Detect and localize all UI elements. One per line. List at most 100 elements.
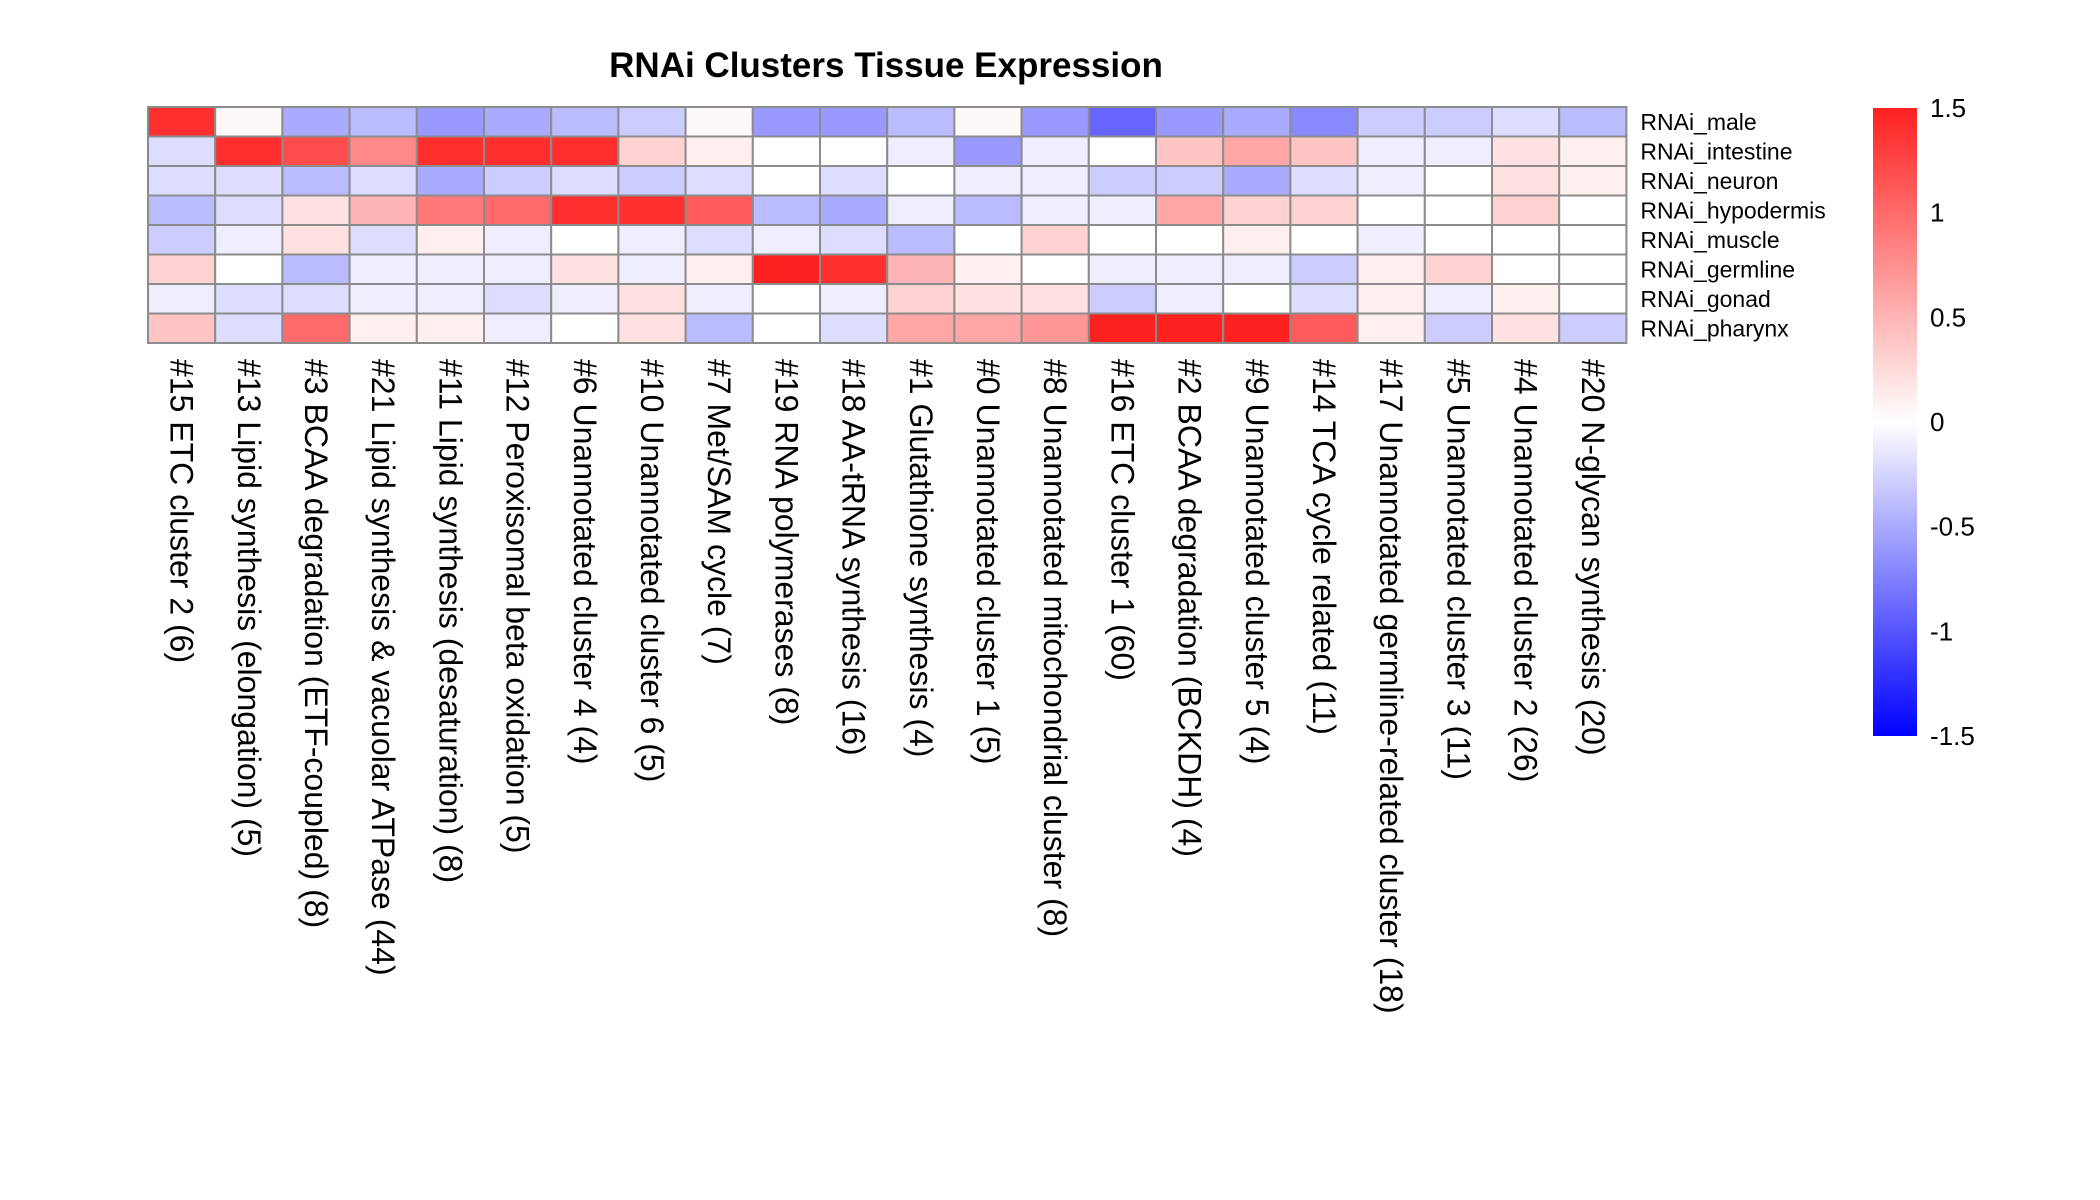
heatmap-cell bbox=[1289, 312, 1359, 344]
heatmap-cell bbox=[751, 106, 821, 138]
heatmap-cell bbox=[1491, 253, 1561, 285]
heatmap-cell bbox=[819, 135, 889, 167]
heatmap-cell bbox=[415, 165, 485, 197]
heatmap-cell bbox=[1558, 135, 1628, 167]
column-label: #3 BCAA degradation (ETF-coupled) (8) bbox=[298, 359, 334, 928]
column-label: #20 N-glycan synthesis (20) bbox=[1575, 359, 1611, 756]
heatmap-cell bbox=[415, 283, 485, 315]
heatmap-cell bbox=[1289, 224, 1359, 256]
heatmap-cell bbox=[550, 312, 620, 344]
heatmap-cell bbox=[415, 224, 485, 256]
heatmap-cells bbox=[147, 106, 1628, 344]
heatmap-cell bbox=[550, 194, 620, 226]
heatmap-cell bbox=[281, 135, 351, 167]
heatmap-cell bbox=[953, 312, 1023, 344]
heatmap-cell bbox=[1289, 106, 1359, 138]
heatmap-cell bbox=[1020, 224, 1090, 256]
column-label: #10 Unannotated cluster 6 (5) bbox=[634, 359, 670, 782]
heatmap-cell bbox=[953, 106, 1023, 138]
column-label: #14 TCA cycle related (11) bbox=[1306, 359, 1342, 735]
heatmap-cell bbox=[348, 253, 418, 285]
heatmap-cell bbox=[1558, 224, 1628, 256]
heatmap-cell bbox=[1222, 165, 1292, 197]
heatmap-cell bbox=[483, 165, 553, 197]
heatmap-cell bbox=[819, 253, 889, 285]
heatmap-cell bbox=[819, 224, 889, 256]
heatmap-cell bbox=[281, 106, 351, 138]
heatmap-cell bbox=[617, 165, 687, 197]
heatmap-cell bbox=[684, 312, 754, 344]
heatmap-cell bbox=[1558, 312, 1628, 344]
heatmap-cell bbox=[550, 165, 620, 197]
column-label: #11 Lipid synthesis (desaturation) (8) bbox=[432, 359, 468, 883]
heatmap-cell bbox=[1491, 224, 1561, 256]
heatmap-cell bbox=[953, 283, 1023, 315]
heatmap-cell bbox=[550, 283, 620, 315]
heatmap-cell bbox=[886, 224, 956, 256]
heatmap-cell bbox=[1087, 165, 1158, 197]
heatmap-cell bbox=[1020, 106, 1090, 138]
heatmap-cell bbox=[1356, 224, 1426, 256]
heatmap-cell bbox=[550, 106, 620, 138]
heatmap-cell bbox=[819, 106, 889, 138]
chart-title: RNAi Clusters Tissue Expression bbox=[609, 46, 1163, 85]
heatmap-cell bbox=[886, 135, 956, 167]
heatmap-cell bbox=[1423, 165, 1494, 197]
heatmap-cell bbox=[1423, 283, 1494, 315]
heatmap-cell bbox=[617, 135, 687, 167]
heatmap-cell bbox=[147, 165, 217, 197]
heatmap-cell bbox=[1356, 194, 1426, 226]
heatmap-cell bbox=[886, 165, 956, 197]
heatmap-cell bbox=[1020, 165, 1090, 197]
heatmap-cell bbox=[886, 312, 956, 344]
heatmap-cell bbox=[415, 253, 485, 285]
heatmap-cell bbox=[684, 283, 754, 315]
heatmap-cell bbox=[1155, 283, 1225, 315]
heatmap-cell bbox=[1491, 165, 1561, 197]
heatmap-cell bbox=[1558, 283, 1628, 315]
heatmap-cell bbox=[1020, 283, 1090, 315]
row-label: RNAi_intestine bbox=[1640, 138, 1792, 164]
heatmap-cell bbox=[1423, 312, 1494, 344]
row-label: RNAi_pharynx bbox=[1640, 315, 1789, 341]
row-label: RNAi_germline bbox=[1640, 256, 1795, 282]
heatmap-cell bbox=[751, 253, 821, 285]
heatmap-cell bbox=[1423, 253, 1494, 285]
heatmap-cell bbox=[1155, 106, 1225, 138]
column-label: #9 Unannotated cluster 5 (4) bbox=[1239, 359, 1275, 765]
heatmap-cell bbox=[281, 165, 351, 197]
row-label: RNAi_muscle bbox=[1640, 227, 1779, 253]
heatmap-cell bbox=[751, 283, 821, 315]
heatmap-cell bbox=[1356, 283, 1426, 315]
column-label: #17 Unannotated germline-related cluster… bbox=[1373, 359, 1409, 1014]
heatmap-cell bbox=[1087, 135, 1158, 167]
heatmap-cell bbox=[147, 283, 217, 315]
heatmap-cell bbox=[550, 135, 620, 167]
heatmap-cell bbox=[1423, 224, 1494, 256]
column-label: #18 AA-tRNA synthesis (16) bbox=[836, 359, 872, 756]
heatmap-cell bbox=[415, 135, 485, 167]
heatmap-cell bbox=[214, 253, 284, 285]
heatmap-cell bbox=[483, 194, 553, 226]
heatmap-cell bbox=[415, 106, 485, 138]
heatmap-cell bbox=[483, 253, 553, 285]
heatmap-cell bbox=[1020, 194, 1090, 226]
heatmap-cell bbox=[147, 106, 217, 138]
heatmap-cell bbox=[1289, 283, 1359, 315]
heatmap-cell bbox=[1155, 312, 1225, 344]
heatmap-cell bbox=[147, 194, 217, 226]
heatmap-cell bbox=[281, 312, 351, 344]
heatmap-cell bbox=[214, 135, 284, 167]
heatmap-cell bbox=[953, 135, 1023, 167]
heatmap-cell bbox=[1558, 253, 1628, 285]
heatmap-cell bbox=[617, 194, 687, 226]
heatmap-cell bbox=[348, 106, 418, 138]
heatmap-cell bbox=[684, 224, 754, 256]
heatmap-cell bbox=[1289, 194, 1359, 226]
heatmap-cell bbox=[1558, 106, 1628, 138]
heatmap-cell bbox=[1020, 135, 1090, 167]
heatmap-cell bbox=[1222, 224, 1292, 256]
heatmap-cell bbox=[751, 135, 821, 167]
heatmap-cell bbox=[348, 135, 418, 167]
heatmap-cell bbox=[1020, 253, 1090, 285]
